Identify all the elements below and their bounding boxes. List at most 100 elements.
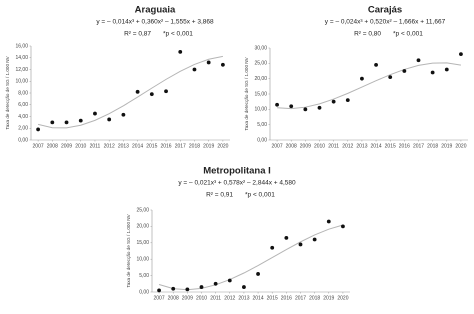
x-tick-label: 2019 (441, 143, 452, 149)
y-tick-label: 16,00 (15, 43, 28, 49)
data-point (275, 102, 279, 107)
x-tick-label: 2017 (295, 295, 306, 301)
data-point (192, 67, 197, 72)
data-point (220, 62, 225, 67)
data-point (178, 49, 183, 54)
data-point (149, 92, 154, 97)
equation: y = – 0,021x³ + 0,578x² – 2,844x + 4,580 (178, 180, 296, 187)
data-point (298, 242, 303, 247)
y-tick-label: 10,00 (254, 107, 267, 113)
x-tick-label: 2007 (33, 143, 44, 149)
x-tick-label: 2011 (328, 143, 339, 149)
y-tick-label: 4,00 (18, 114, 28, 120)
data-point (171, 286, 176, 291)
y-tick-label: 15,00 (136, 240, 149, 246)
data-point (459, 52, 463, 57)
data-point (78, 118, 83, 123)
y-tick-label: 0,00 (257, 137, 267, 143)
data-point (416, 58, 421, 63)
trend-line (37, 55, 223, 129)
data-point (289, 104, 294, 109)
data-point (331, 99, 336, 104)
p-value: *p < 0,001 (245, 192, 275, 199)
y-tick-label: 30,00 (254, 45, 267, 51)
y-tick-label: 20,00 (254, 76, 267, 82)
x-tick-label: 2010 (75, 143, 86, 149)
data-point (199, 285, 204, 289)
data-point (213, 281, 218, 286)
x-tick-label: 2010 (196, 295, 207, 301)
p-value: *p < 0,001 (393, 31, 423, 38)
x-tick-label: 2008 (168, 295, 179, 301)
x-tick-label: 2019 (203, 143, 214, 149)
data-point (374, 62, 378, 67)
x-tick-label: 2012 (104, 143, 115, 149)
y-tick-label: 6,00 (18, 102, 28, 108)
data-point (242, 285, 246, 289)
x-tick-label: 2016 (160, 143, 171, 149)
x-tick-label: 2013 (238, 295, 249, 301)
x-tick-label: 2018 (309, 295, 320, 301)
data-point (303, 107, 308, 112)
x-tick-label: 2016 (399, 143, 410, 149)
data-point (345, 98, 350, 103)
data-point (402, 69, 407, 73)
equation: y = – 0,024x³ + 0,520x² – 1,666x + 11,66… (325, 19, 446, 26)
r-squared: R² = 0,91 (206, 192, 233, 199)
x-tick-label: 2016 (281, 295, 292, 301)
data-point (107, 117, 112, 122)
x-tick-label: 2009 (61, 143, 72, 149)
x-tick-label: 2008 (47, 143, 58, 149)
data-point (36, 127, 41, 132)
x-tick-label: 2018 (427, 143, 438, 149)
data-point (64, 120, 69, 125)
data-point (164, 89, 168, 94)
x-tick-label: 2017 (413, 143, 424, 149)
data-point (326, 219, 331, 224)
y-tick-label: 8,00 (18, 90, 28, 96)
y-axis-label: Taxa de detecção de SG / 1.000 NV (126, 213, 131, 287)
data-point (256, 272, 260, 276)
y-axis-label: Taxa de detecção de SG / 1.000 NV (5, 55, 10, 129)
trend-line (277, 62, 462, 110)
y-tick-label: 20,00 (136, 224, 149, 230)
x-tick-label: 2018 (189, 143, 200, 149)
data-point (50, 120, 55, 125)
data-point (270, 245, 275, 250)
y-tick-label: 0,00 (18, 137, 28, 143)
x-tick-label: 2007 (272, 143, 283, 149)
x-tick-label: 2010 (314, 143, 325, 149)
x-tick-label: 2019 (323, 295, 334, 301)
x-tick-label: 2012 (342, 143, 353, 149)
x-tick-label: 2015 (385, 143, 396, 149)
y-tick-label: 25,00 (136, 207, 149, 213)
data-point (360, 76, 364, 81)
x-tick-label: 2014 (253, 295, 264, 301)
data-point (157, 288, 161, 293)
chart-title: Metropolitana I (203, 166, 271, 177)
y-axis-label: Taxa de detecção de SG / 1.000 NV (244, 56, 249, 130)
y-tick-label: 10,00 (15, 79, 28, 85)
x-tick-label: 2012 (224, 295, 235, 301)
x-tick-label: 2014 (371, 143, 382, 149)
data-point (317, 105, 322, 110)
chart-title: Carajás (368, 5, 402, 16)
y-tick-label: 2,00 (18, 126, 28, 132)
x-tick-label: 2008 (286, 143, 297, 149)
x-tick-label: 2011 (210, 295, 221, 301)
y-tick-label: 5,00 (139, 273, 149, 279)
x-tick-label: 2020 (337, 295, 348, 301)
data-point (388, 75, 393, 80)
x-tick-label: 2015 (146, 143, 157, 149)
y-tick-label: 0,00 (139, 289, 149, 295)
data-point (430, 70, 435, 75)
data-point (206, 60, 211, 65)
trend-line (158, 224, 344, 291)
y-tick-label: 12,00 (15, 67, 28, 73)
x-tick-label: 2007 (154, 295, 165, 301)
y-tick-label: 25,00 (254, 61, 267, 67)
data-point (185, 287, 190, 292)
data-point (135, 89, 140, 94)
x-tick-label: 2017 (175, 143, 186, 149)
